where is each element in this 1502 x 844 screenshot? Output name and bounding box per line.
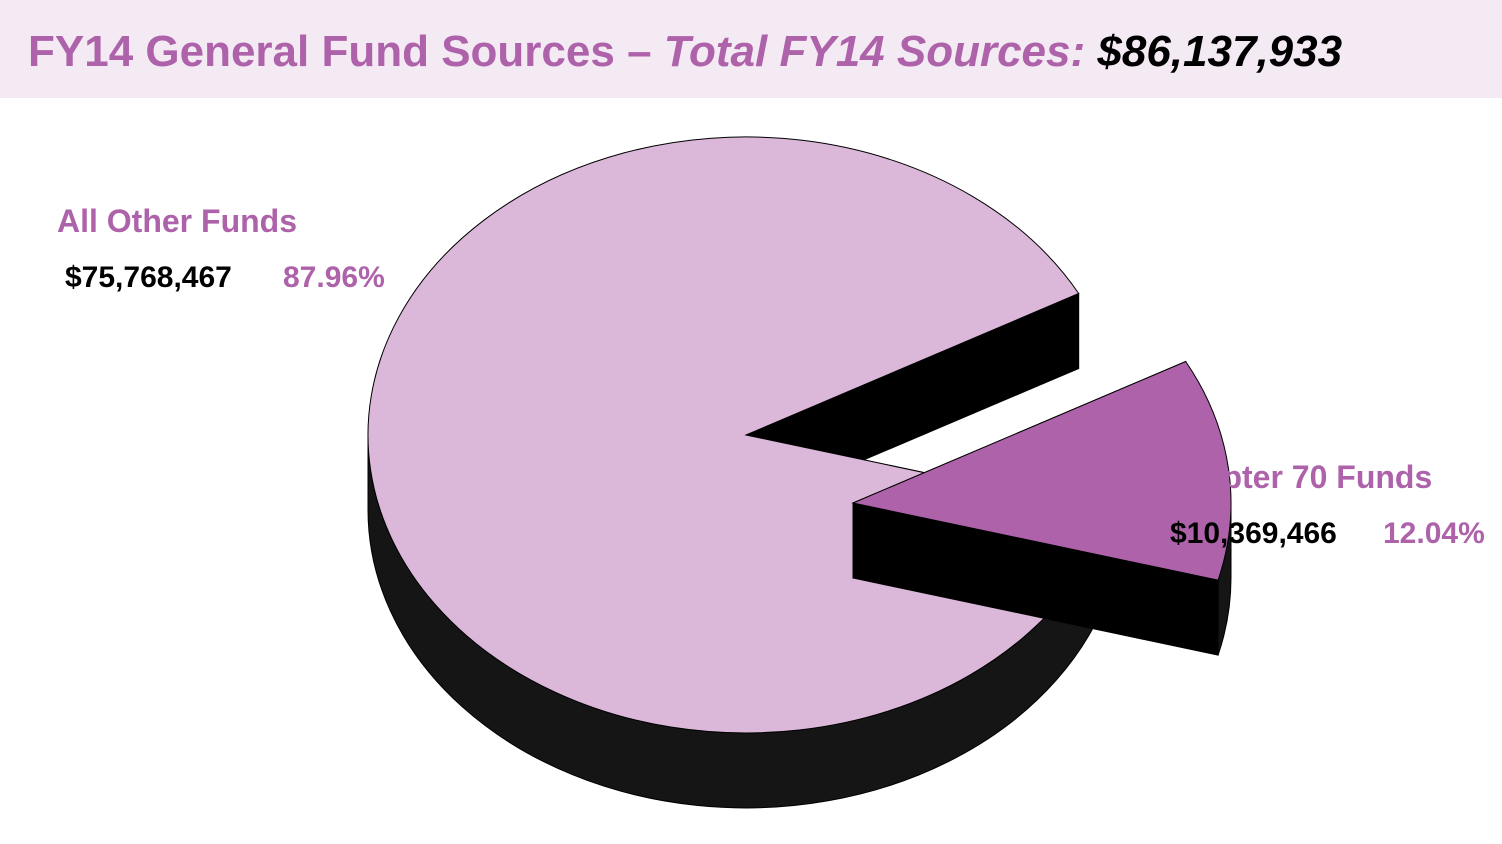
pie	[367, 136, 1232, 809]
pie-slice	[367, 136, 1112, 734]
title-main: FY14 General Fund Sources –	[28, 27, 652, 76]
chart-title: FY14 General Fund Sources – Total FY14 S…	[28, 27, 1342, 76]
category-label: All Other Funds	[57, 203, 297, 239]
percent-label: 12.04%	[1383, 517, 1485, 550]
title-total: $86,137,933	[1096, 27, 1342, 76]
pie-slice	[851, 360, 1232, 581]
dollar-label: $75,768,467	[65, 261, 232, 294]
category-label: Chapter 70 Funds	[1162, 459, 1432, 495]
title-subtitle: Total FY14 Sources:	[664, 27, 1085, 76]
percent-label: 87.96%	[283, 261, 385, 294]
dollar-label: $10,369,466	[1170, 517, 1337, 550]
labels: All Other Funds $75,768,467 87.96% Chapter …	[57, 203, 1485, 550]
title-band	[0, 0, 1502, 98]
